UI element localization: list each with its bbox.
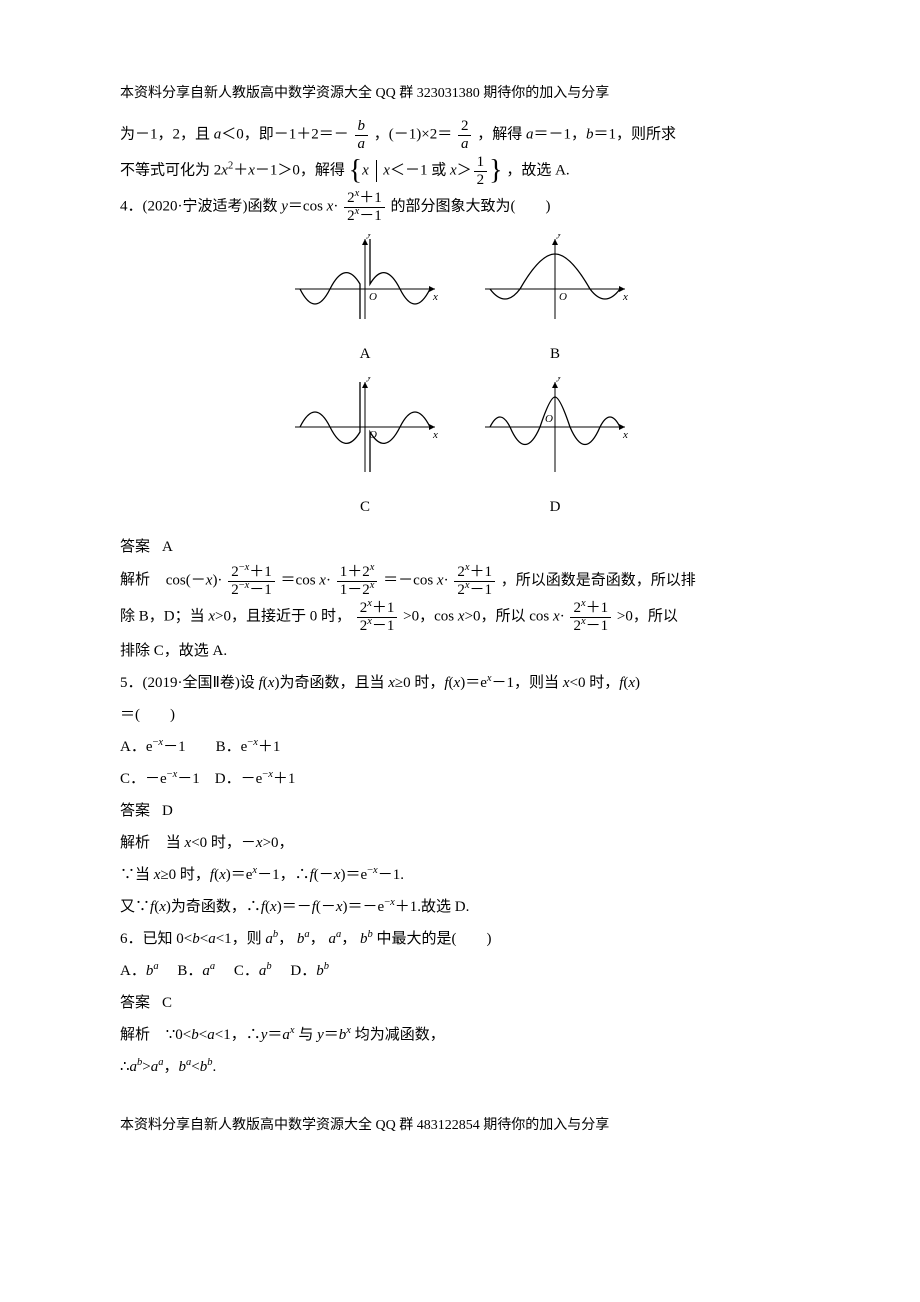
svg-text:O: O bbox=[369, 429, 377, 441]
svg-text:y: y bbox=[366, 234, 372, 239]
q5-options-cd: C．－e−x－1 D．－e−x＋1 bbox=[120, 764, 800, 794]
q6-answer: 答案C bbox=[120, 988, 800, 1018]
svg-text:O: O bbox=[559, 291, 567, 303]
page-header: 本资料分享自新人教版高中数学资源大全 QQ 群 323031380 期待你的加入… bbox=[120, 80, 800, 108]
q5-expl-2: ∵当 x≥0 时，f(x)＝ex－1，∴f(－x)＝e−x－1. bbox=[120, 860, 800, 890]
svg-text:x: x bbox=[622, 291, 628, 303]
q4-graphs: y x O A y x O B bbox=[120, 234, 800, 522]
svg-text:x: x bbox=[432, 429, 438, 441]
q4-prompt: 4．(2020·宁波适考)函数 y＝cos x· 2x＋1 2x－1 的部分图象… bbox=[120, 190, 800, 224]
page-footer: 本资料分享自新人教版高中数学资源大全 QQ 群 483122854 期待你的加入… bbox=[120, 1112, 800, 1140]
q5-answer: 答案D bbox=[120, 796, 800, 826]
svg-text:y: y bbox=[556, 377, 562, 382]
graph-b: y x O bbox=[480, 234, 630, 324]
q5-expl-1: 解析 当 x<0 时，－x>0， bbox=[120, 828, 800, 858]
svg-text:O: O bbox=[545, 413, 553, 425]
q4-expl-3: 排除 C，故选 A. bbox=[120, 636, 800, 666]
svg-text:y: y bbox=[556, 234, 562, 239]
q4-answer: 答案A bbox=[120, 532, 800, 562]
q5-options-ab: A．e−x－1 B．e−x＋1 bbox=[120, 732, 800, 762]
graph-a: y x O bbox=[290, 234, 440, 324]
svg-text:y: y bbox=[366, 377, 372, 382]
q6-options: A．ba B．aa C．ab D．bb bbox=[120, 956, 800, 986]
graph-c: y x O bbox=[290, 377, 440, 477]
graph-d: y x O bbox=[480, 377, 630, 477]
q4-expl-1: 解析 cos(－x)· 2−x＋1 2−x－1 ＝cos x· 1＋2x 1－2… bbox=[120, 564, 800, 598]
q6-expl-2: ∴ab>aa，ba<bb. bbox=[120, 1052, 800, 1082]
svg-text:x: x bbox=[432, 291, 438, 303]
q6-prompt: 6．已知 0<b<a<1，则 ab， ba， aa， bb 中最大的是( ) bbox=[120, 924, 800, 954]
q5-prompt-2: ＝( ) bbox=[120, 700, 800, 730]
svg-text:x: x bbox=[622, 429, 628, 441]
q3-line1: 为－1，2，且 a＜0，即－1＋2＝－ ba ，(－1)×2＝ 2a ，解得 a… bbox=[120, 118, 800, 152]
q5-expl-3: 又∵f(x)为奇函数，∴f(x)＝－f(－x)＝－e−x＋1.故选 D. bbox=[120, 892, 800, 922]
q3-line2: 不等式可化为 2x2＋x－1＞0，解得 { x x＜－1 或 x＞12 } ，故… bbox=[120, 154, 800, 188]
q6-expl-1: 解析 ∵0<b<a<1，∴y＝ax 与 y＝bx 均为减函数， bbox=[120, 1020, 800, 1050]
q4-expl-2: 除 B，D；当 x>0，且接近于 0 时， 2x＋1 2x－1 >0，cos x… bbox=[120, 600, 800, 634]
svg-text:O: O bbox=[369, 291, 377, 303]
q5-prompt-1: 5．(2019·全国Ⅱ卷)设 f(x)为奇函数，且当 x≥0 时，f(x)＝ex… bbox=[120, 668, 800, 698]
